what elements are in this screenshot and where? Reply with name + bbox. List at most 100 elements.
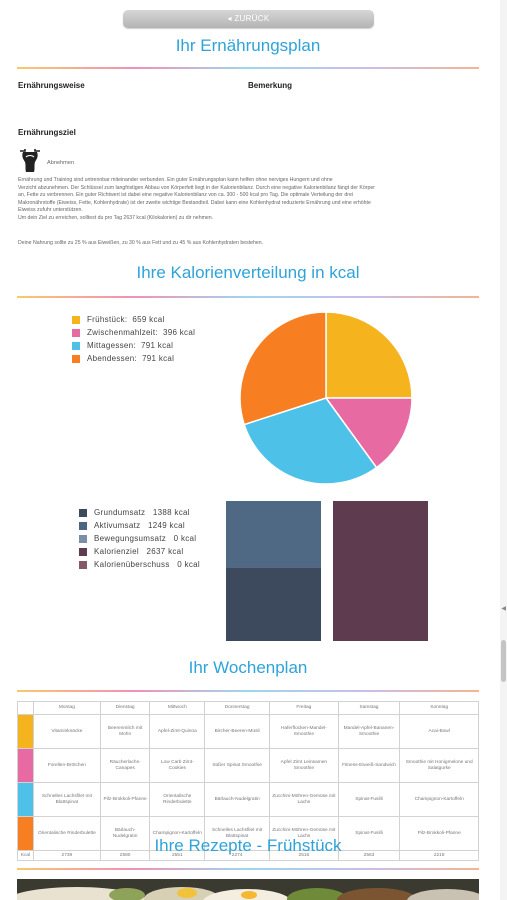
- scrollbar-thumb[interactable]: [501, 640, 506, 682]
- ziel-value: Abnehmen: [47, 160, 75, 166]
- recipe-cell[interactable]: Mandel-Apfel-Bananen-Smoothie: [337, 714, 401, 749]
- meal-color-cell: [17, 714, 34, 749]
- day-header: Montag: [33, 701, 101, 715]
- ernaehrungsziel-label: Ernährungsziel: [18, 128, 76, 137]
- table-header-row: Montag Dienstag Mittwoch Donnerstag Frei…: [17, 701, 479, 715]
- legend-swatch: [72, 315, 80, 324]
- recipe-cell[interactable]: Spinat-Fusilli: [337, 816, 401, 851]
- ernaehrungsweise-label: Ernährungsweise: [18, 81, 85, 90]
- recipe-cell[interactable]: Bärlauch-Nudelgratin: [99, 816, 151, 851]
- recipe-cell[interactable]: Haferflocken-Mandel-Smoothie: [269, 714, 339, 749]
- recipe-cell[interactable]: Zucchini-Möhren-Gemüse mit Lachs: [269, 816, 339, 851]
- scroll-arrow-icon[interactable]: ◀: [501, 606, 506, 612]
- legend-value: 2637 kcal: [146, 547, 184, 556]
- legend-value: 1249 kcal: [148, 521, 185, 530]
- bar-segment-grundumsatz: [226, 567, 321, 641]
- legend-value: 791 kcal: [142, 354, 175, 363]
- legend-item-bewegungsumsatz: Bewegungsumsatz 0 kcal: [79, 532, 200, 545]
- legend-name: Kalorienüberschuss: [94, 560, 170, 569]
- pie-slice-mittagessen: [243, 397, 378, 485]
- description-line: an, Fette zu verbrennen. Ein guter Richt…: [18, 192, 353, 199]
- recipe-cell[interactable]: Acai-Bowl: [399, 714, 479, 749]
- kcal-cell: 2274: [204, 850, 271, 861]
- energy-legend: Grundumsatz 1388 kcal Aktivumsatz 1249 k…: [79, 506, 200, 571]
- legend-item-kalorienziel: Kalorienziel 2637 kcal: [79, 545, 200, 558]
- legend-value: 659 kcal: [132, 315, 165, 324]
- legend-item-aktivumsatz: Aktivumsatz 1249 kcal: [79, 519, 200, 532]
- wochenplan-title: Ihr Wochenplan: [188, 658, 308, 677]
- kcal-cell: 2218: [399, 850, 479, 861]
- meal-color-cell: [17, 782, 34, 817]
- pie-slice-abendessen: [239, 311, 327, 426]
- recipe-cell[interactable]: Schnelles Lachsfilet mit Blattspinat: [33, 782, 101, 817]
- legend-name: Frühstück:: [87, 315, 128, 324]
- kcal-cell: 2563: [337, 850, 401, 861]
- legend-swatch: [72, 354, 80, 363]
- description-line: Um dein Ziel zu erreichen, solltest du p…: [18, 214, 214, 221]
- rezepte-title: Ihre Rezepte - Frühstück: [154, 836, 342, 855]
- recipe-cell[interactable]: Orientalische Rinderbulette: [149, 782, 206, 817]
- bemerkung-label: Bemerkung: [248, 81, 293, 90]
- recipe-photo[interactable]: [17, 879, 479, 900]
- description-line: Ernährung und Training sind untrennbar m…: [18, 177, 333, 183]
- recipe-cell[interactable]: Räucherlachs-Canapes: [99, 748, 151, 783]
- legend-name: Aktivumsatz: [94, 521, 141, 530]
- meal-legend: Frühstück: 659 kcal Zwischenmahlzeit: 39…: [72, 313, 195, 365]
- day-header: Dienstag: [99, 701, 151, 715]
- recipe-cell[interactable]: Süßer Spinat Smoothie: [204, 748, 271, 783]
- table-row-fruehstueck: Vitaminknäcke Beerenmilch mit Mohn Apfel…: [17, 714, 479, 749]
- legend-name: Zwischenmahlzeit:: [87, 328, 158, 337]
- legend-name: Mittagessen:: [87, 341, 136, 350]
- recipe-cell[interactable]: Beerenmilch mit Mohn: [99, 714, 151, 749]
- legend-swatch: [79, 560, 87, 569]
- recipe-cell[interactable]: Bärlauch-Nudelgratin: [204, 782, 271, 817]
- recipe-cell[interactable]: Smoothie mit Honigmelone und Salatgurke: [399, 748, 479, 783]
- kalorien-title: Ihre Kalorienverteilung in kcal: [136, 263, 360, 282]
- description-line: Eiweiss zufuhr unterstützen.: [18, 207, 83, 214]
- recipe-cell[interactable]: Apfel Zimt Leinsamen Smoothie: [269, 748, 339, 783]
- meal-color-cell: [17, 816, 34, 851]
- plan-description: Ernährung und Training sind untrennbar m…: [18, 177, 480, 223]
- plan-title: Ihr Ernährungsplan: [175, 36, 321, 55]
- recipe-photo-image: [17, 879, 479, 900]
- recipe-cell[interactable]: Forellen-Brötchen: [33, 748, 101, 783]
- energy-bar-chart: [226, 501, 428, 641]
- recipe-cell[interactable]: Low Carb Zimt-Cookies: [149, 748, 206, 783]
- legend-swatch: [72, 341, 80, 350]
- recipe-cell[interactable]: Fitness-Eiweiß-Sandwich: [337, 748, 401, 783]
- back-button[interactable]: ◂ ZURÜCK: [123, 10, 374, 28]
- bar-segment-kalorienziel: [333, 501, 428, 641]
- table-row-abendessen: Orientalische Rinderbulette Bärlauch-Nud…: [17, 816, 479, 851]
- title-divider: [17, 67, 479, 69]
- kcal-cell: 2739: [33, 850, 101, 861]
- kalorien-divider: [17, 296, 479, 298]
- legend-swatch: [79, 547, 87, 556]
- recipe-cell[interactable]: Vitaminknäcke: [33, 714, 101, 749]
- kcal-label: Kcal: [17, 850, 34, 861]
- legend-name: Abendessen:: [87, 354, 138, 363]
- legend-item-abendessen: Abendessen: 791 kcal: [72, 352, 195, 365]
- recipe-cell[interactable]: Apfel-Zimt-Quinoa: [149, 714, 206, 749]
- bar-segment-aktivumsatz: [226, 501, 321, 568]
- recipe-cell[interactable]: Zucchini-Möhren-Gemüse mit Lachs: [269, 782, 339, 817]
- legend-value: 0 kcal: [173, 534, 197, 543]
- description-line: Verzicht abzunehmen. Der Schlüssel zum l…: [18, 184, 375, 191]
- legend-item-fruehstueck: Frühstück: 659 kcal: [72, 313, 195, 326]
- legend-swatch: [79, 508, 87, 517]
- page-scrollbar[interactable]: ◀: [500, 0, 507, 900]
- table-row-mittagessen: Schnelles Lachsfilet mit Blattspinat Pil…: [17, 782, 479, 817]
- day-header: Samstag: [337, 701, 401, 715]
- recipe-cell[interactable]: Bircher-Beeren-Müsli: [204, 714, 271, 749]
- legend-value: 791 kcal: [141, 341, 174, 350]
- meal-pie-chart: [239, 311, 413, 485]
- recipe-cell[interactable]: Pilz-Brokkoli-Pfanne: [99, 782, 151, 817]
- legend-swatch: [79, 534, 87, 543]
- legend-swatch: [72, 328, 80, 337]
- legend-name: Grundumsatz: [94, 508, 146, 517]
- recipe-cell[interactable]: Champignon-Kartoffeln: [399, 782, 479, 817]
- table-row-zwischenmahlzeit: Forellen-Brötchen Räucherlachs-Canapes L…: [17, 748, 479, 783]
- legend-name: Kalorienziel: [94, 547, 139, 556]
- recipe-cell[interactable]: Spinat-Fusilli: [337, 782, 401, 817]
- nutrients-line: Deine Nahrung sollte zu 25 % aus Eiweiße…: [18, 240, 264, 246]
- legend-item-mittagessen: Mittagessen: 791 kcal: [72, 339, 195, 352]
